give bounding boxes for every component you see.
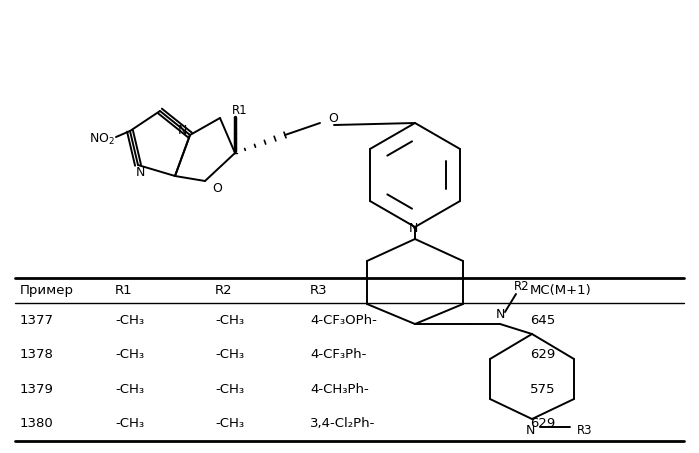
- Text: R1: R1: [115, 284, 133, 297]
- Text: N: N: [526, 424, 535, 438]
- Text: -CH₃: -CH₃: [115, 383, 144, 396]
- Text: R2: R2: [514, 280, 530, 293]
- Text: N: N: [136, 167, 145, 179]
- Text: Пример: Пример: [20, 284, 74, 297]
- Text: 1380: 1380: [20, 417, 54, 430]
- Text: N: N: [496, 308, 505, 321]
- Text: R1: R1: [232, 105, 248, 117]
- Text: 575: 575: [530, 383, 556, 396]
- Text: O: O: [212, 183, 222, 196]
- Text: N: N: [408, 222, 418, 236]
- Text: 4-CF₃Ph-: 4-CF₃Ph-: [310, 348, 366, 361]
- Text: R2: R2: [215, 284, 233, 297]
- Text: N: N: [178, 124, 187, 136]
- Text: R3: R3: [577, 424, 593, 438]
- Text: 3,4-Cl₂Ph-: 3,4-Cl₂Ph-: [310, 417, 375, 430]
- Text: -CH₃: -CH₃: [115, 348, 144, 361]
- Text: -CH₃: -CH₃: [115, 417, 144, 430]
- Text: 4-CH₃Ph-: 4-CH₃Ph-: [310, 383, 369, 396]
- Text: -CH₃: -CH₃: [215, 314, 244, 327]
- Text: 4-CF₃OPh-: 4-CF₃OPh-: [310, 314, 377, 327]
- Text: NO$_2$: NO$_2$: [89, 131, 115, 147]
- Text: R3: R3: [310, 284, 328, 297]
- Text: 645: 645: [530, 314, 555, 327]
- Text: O: O: [328, 111, 338, 125]
- Text: -CH₃: -CH₃: [215, 383, 244, 396]
- Text: 1379: 1379: [20, 383, 54, 396]
- Text: -CH₃: -CH₃: [115, 314, 144, 327]
- Text: 1377: 1377: [20, 314, 54, 327]
- Text: 629: 629: [530, 348, 555, 361]
- Text: 629: 629: [530, 417, 555, 430]
- Text: MC(M+1): MC(M+1): [530, 284, 592, 297]
- Text: -CH₃: -CH₃: [215, 348, 244, 361]
- Text: -CH₃: -CH₃: [215, 417, 244, 430]
- Text: 1378: 1378: [20, 348, 54, 361]
